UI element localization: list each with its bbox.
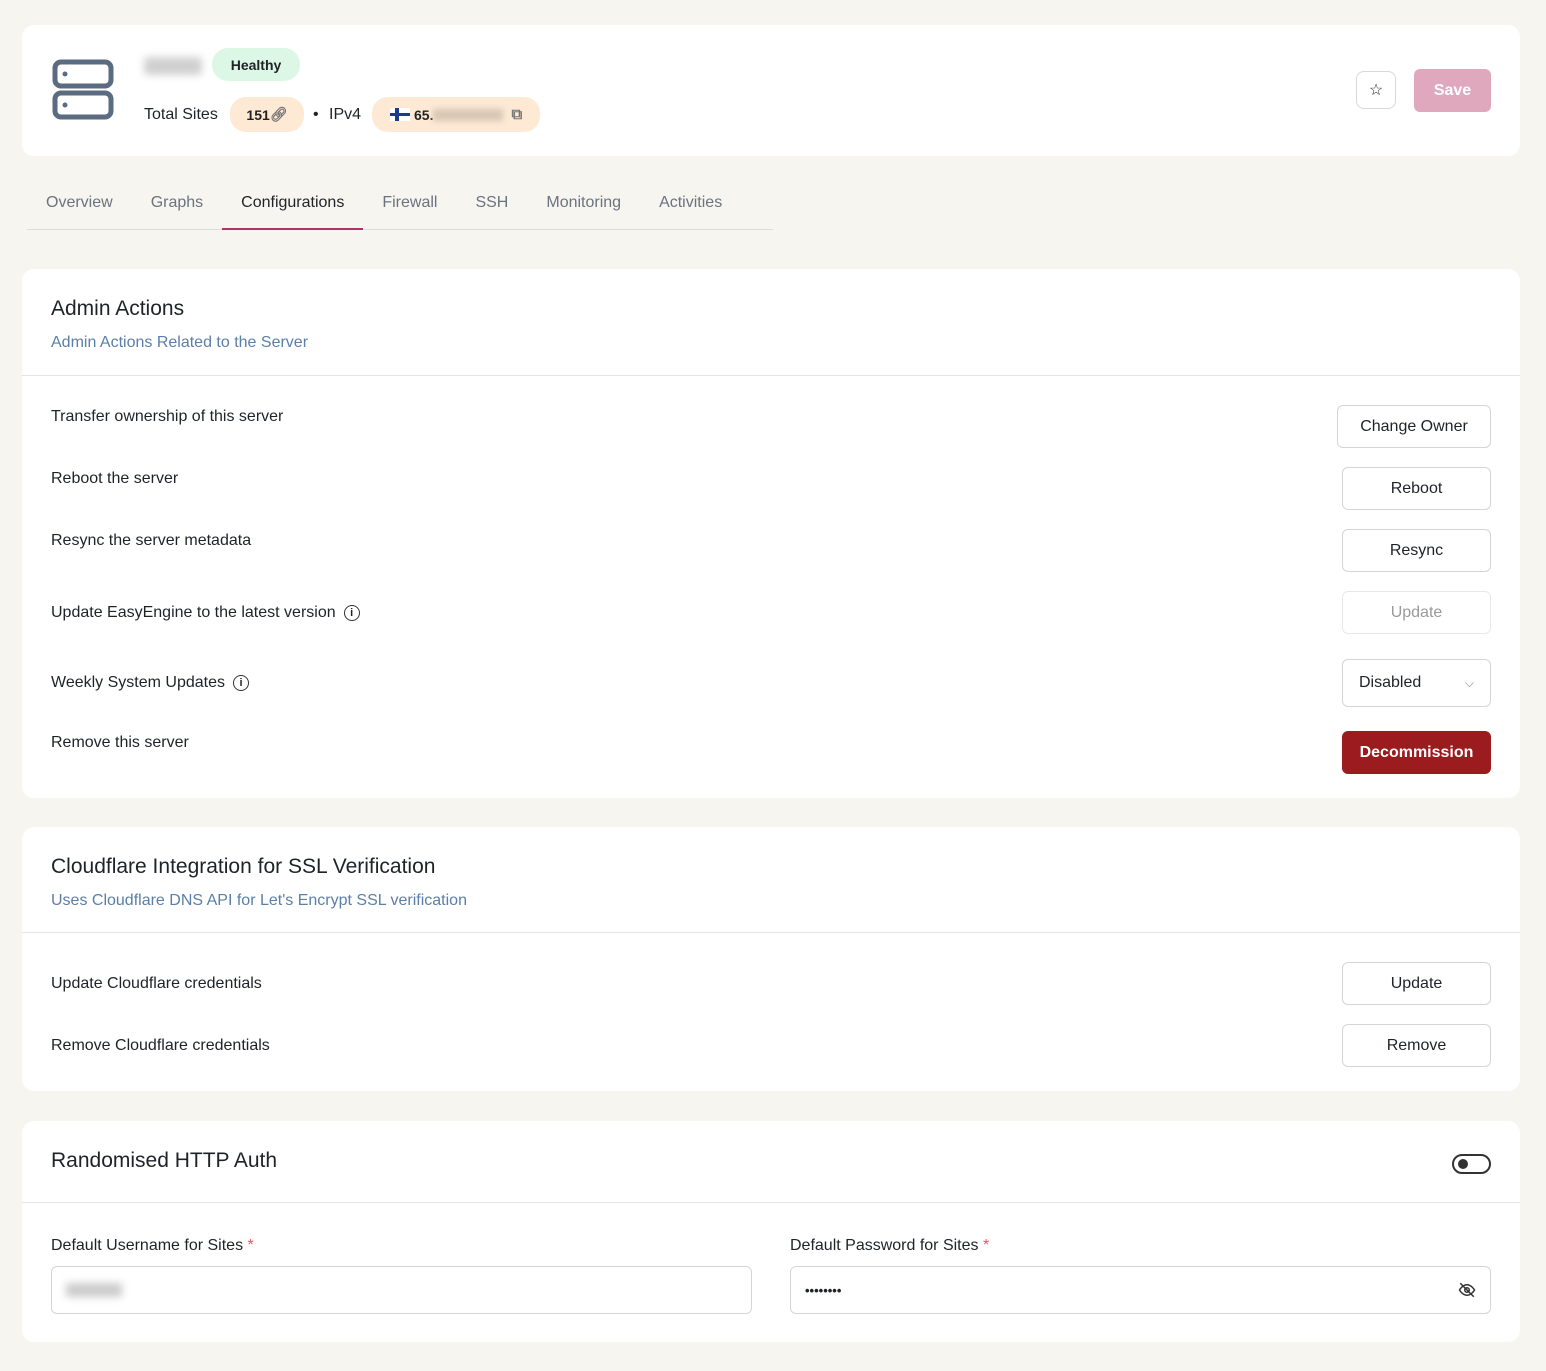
row-label: Weekly System Updates i — [51, 674, 249, 692]
tab-activities[interactable]: Activities — [659, 194, 723, 211]
section-title: Cloudflare Integration for SSL Verificat… — [51, 855, 436, 878]
total-sites-label: Total Sites — [144, 106, 218, 123]
row-label: Transfer ownership of this server — [51, 408, 284, 425]
save-button[interactable]: Save — [1414, 69, 1491, 112]
copy-icon[interactable]: ⧉ — [511, 106, 523, 123]
section-title: Randomised HTTP Auth — [51, 1149, 278, 1172]
remove-cloudflare-button[interactable]: Remove — [1342, 1024, 1491, 1067]
label-text: Default Password for Sites — [790, 1237, 979, 1254]
server-name-redacted — [144, 57, 202, 75]
ip-address: 65. — [414, 106, 434, 123]
password-value: •••••••• — [805, 1282, 842, 1298]
tab-bar: Overview Graphs Configurations Firewall … — [27, 182, 773, 230]
resync-button[interactable]: Resync — [1342, 529, 1491, 572]
info-icon[interactable]: i — [343, 605, 360, 621]
required-mark: * — [247, 1237, 254, 1254]
total-sites-count: 151 — [246, 106, 270, 123]
eye-off-icon[interactable] — [1458, 1281, 1476, 1299]
section-subtitle: Uses Cloudflare DNS API for Let's Encryp… — [51, 892, 467, 909]
tab-overview[interactable]: Overview — [46, 194, 113, 211]
favorite-button[interactable]: ☆ — [1356, 71, 1396, 109]
row-label-text: Weekly System Updates — [51, 674, 225, 691]
cloudflare-card: Cloudflare Integration for SSL Verificat… — [22, 827, 1520, 1091]
http-auth-toggle[interactable] — [1452, 1154, 1491, 1174]
tab-ssh[interactable]: SSH — [475, 194, 509, 211]
row-label: Resync the server metadata — [51, 532, 252, 549]
row-label: Remove Cloudflare credentials — [51, 1037, 270, 1054]
decommission-button[interactable]: Decommission — [1342, 731, 1491, 774]
admin-actions-card: Admin Actions Admin Actions Related to t… — [22, 269, 1520, 798]
ip-badge: 65. ⧉ — [372, 97, 540, 132]
password-label: Default Password for Sites * — [790, 1237, 989, 1255]
password-input[interactable]: •••••••• — [790, 1266, 1491, 1314]
label-text: Default Username for Sites — [51, 1237, 244, 1254]
update-cloudflare-button[interactable]: Update — [1342, 962, 1491, 1005]
chevron-down-icon: ⌵ — [1464, 675, 1474, 690]
tab-graphs[interactable]: Graphs — [150, 194, 204, 211]
http-auth-card: Randomised HTTP Auth Default Username fo… — [22, 1121, 1520, 1342]
section-title: Admin Actions — [51, 297, 185, 320]
link-icon: 🔗︎ — [269, 106, 288, 122]
server-header: Healthy Total Sites 151 🔗︎ • IPv4 65. ⧉ ☆… — [22, 25, 1520, 156]
tab-configurations[interactable]: Configurations — [222, 182, 364, 230]
ip-label: IPv4 — [329, 106, 362, 123]
section-subtitle: Admin Actions Related to the Server — [51, 334, 309, 351]
finland-flag-icon — [390, 108, 410, 121]
row-label: Update EasyEngine to the latest version i — [51, 604, 360, 622]
select-value: Disabled — [1359, 674, 1422, 691]
weekly-updates-select[interactable]: Disabled ⌵ — [1342, 659, 1491, 707]
row-label-text: Update EasyEngine to the latest version — [51, 604, 336, 621]
username-input[interactable] — [51, 1266, 752, 1314]
info-icon[interactable]: i — [233, 675, 249, 691]
tab-firewall[interactable]: Firewall — [382, 194, 438, 211]
tab-monitoring[interactable]: Monitoring — [546, 194, 622, 211]
reboot-button[interactable]: Reboot — [1342, 467, 1491, 510]
row-label: Update Cloudflare credentials — [51, 975, 262, 992]
status-badge: Healthy — [212, 48, 300, 81]
separator-dot: • — [313, 106, 319, 123]
row-label: Reboot the server — [51, 470, 179, 487]
row-label: Remove this server — [51, 734, 189, 751]
total-sites-link[interactable]: 151 🔗︎ — [230, 97, 304, 132]
server-icon — [52, 59, 114, 120]
update-easyengine-button[interactable]: Update — [1342, 591, 1491, 634]
username-label: Default Username for Sites * — [51, 1237, 254, 1255]
star-icon: ☆ — [1368, 82, 1384, 99]
change-owner-button[interactable]: Change Owner — [1337, 405, 1491, 448]
required-mark: * — [982, 1237, 990, 1254]
